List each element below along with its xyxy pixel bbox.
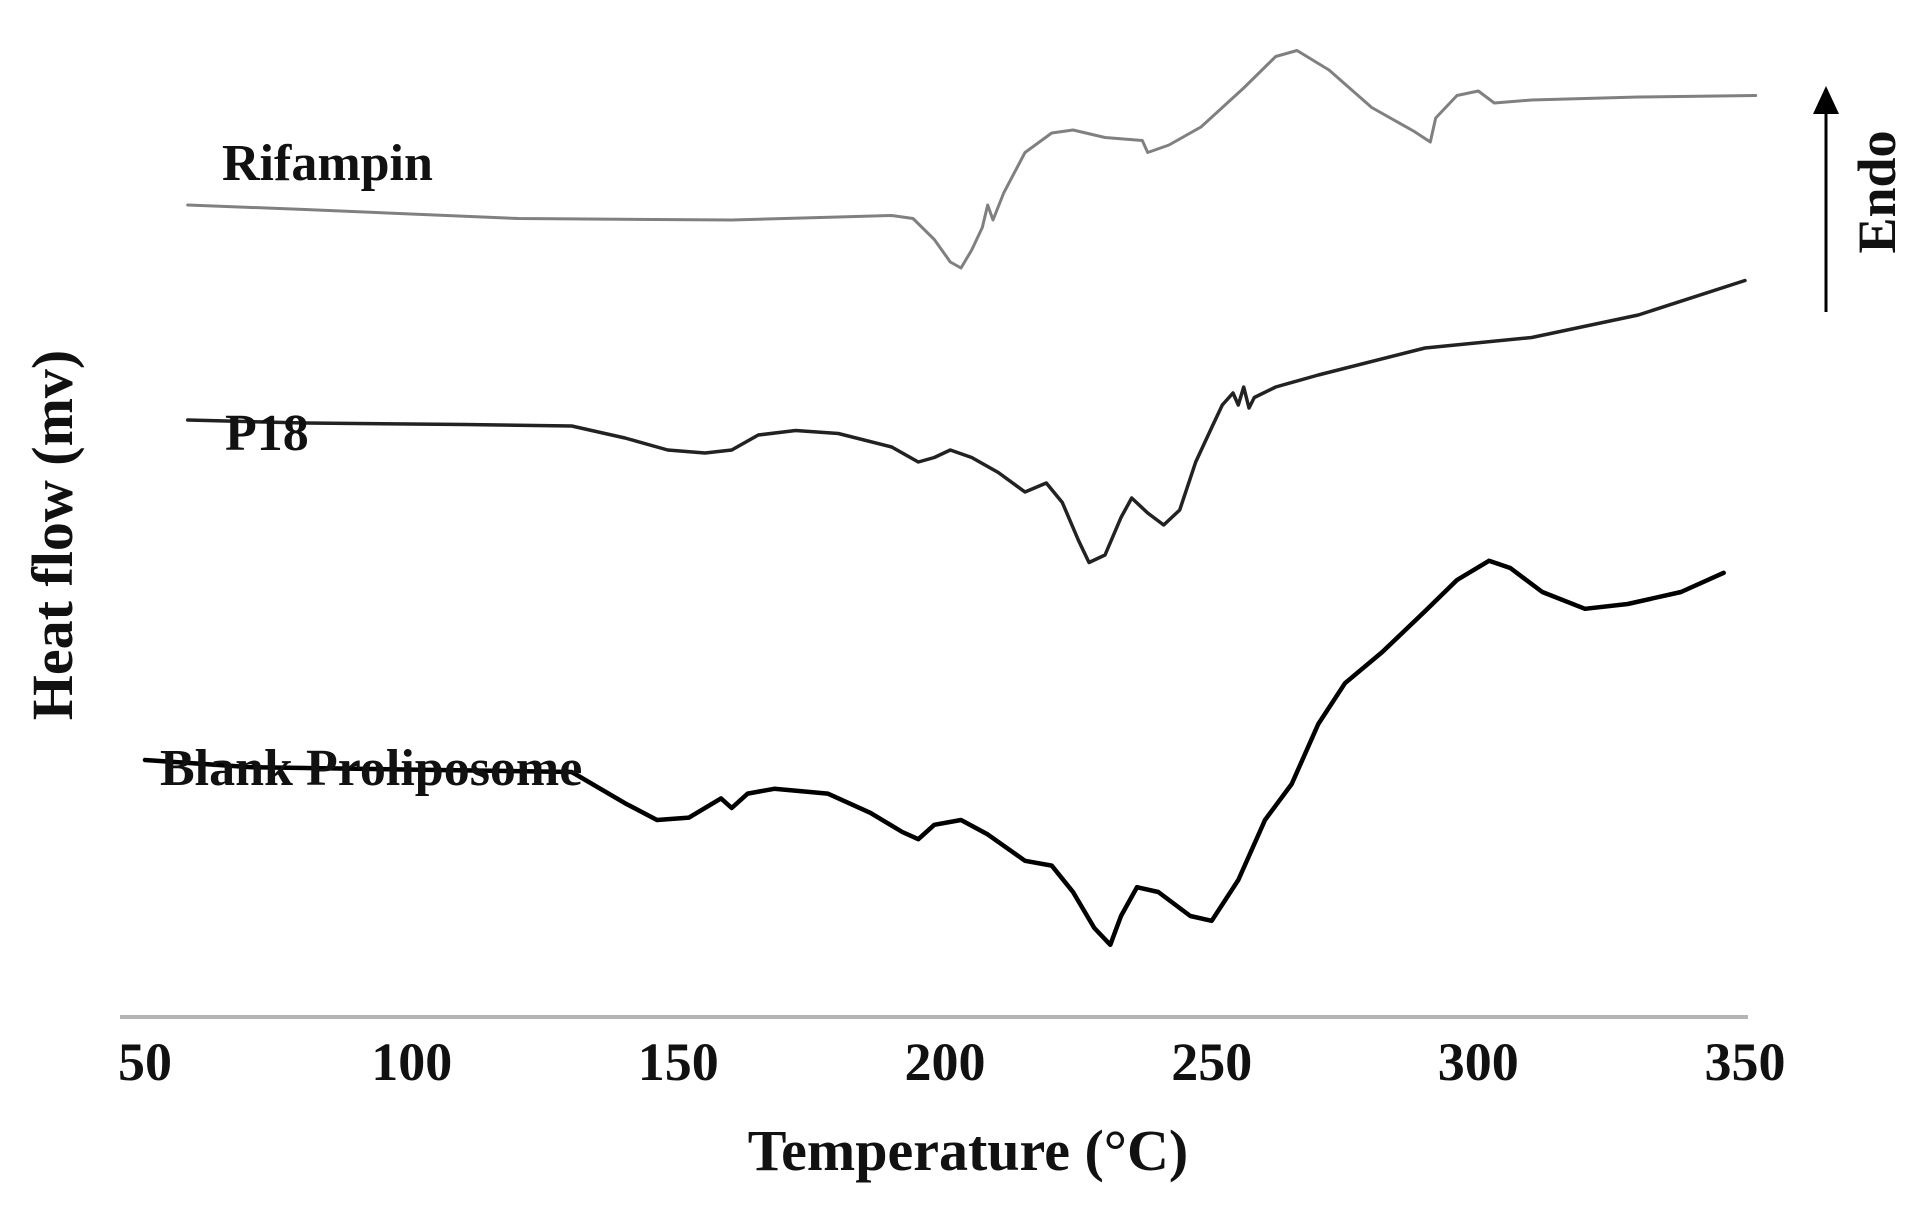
y-axis-title: Heat flow (mv)	[20, 350, 85, 720]
x-axis-title: Temperature (°C)	[748, 1118, 1188, 1183]
endo-arrow-head-icon	[1813, 86, 1839, 114]
series-label-rifampin: Rifampin	[222, 135, 433, 192]
series-line-blank-proliposome	[142, 558, 1726, 948]
series-label-blank-proliposome: Blank Proliposome	[160, 740, 582, 797]
x-tick-labels: 50 100 150 200 250 300 350	[118, 1032, 1786, 1092]
series-curves	[142, 49, 1758, 948]
x-tick-label: 200	[905, 1032, 986, 1092]
x-tick-label: 300	[1438, 1032, 1519, 1092]
x-tick-label: 150	[638, 1032, 719, 1092]
series-line-p18	[185, 278, 1747, 565]
series-label-p18: P18	[225, 405, 309, 462]
endo-label: Endo	[1847, 130, 1907, 253]
x-tick-label: 250	[1171, 1032, 1252, 1092]
x-tick-label: 350	[1705, 1032, 1786, 1092]
x-tick-label: 50	[118, 1032, 172, 1092]
series-line-rifampin	[186, 49, 1758, 270]
x-tick-label: 100	[371, 1032, 452, 1092]
